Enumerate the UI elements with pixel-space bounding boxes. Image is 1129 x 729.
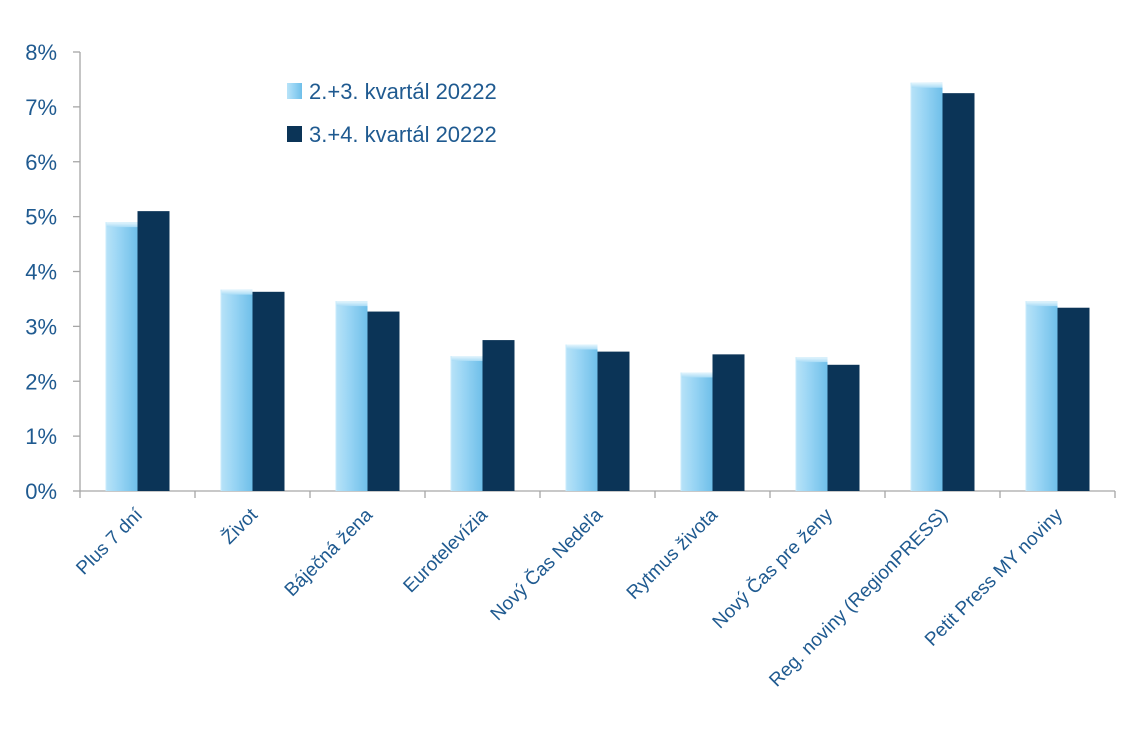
bar-series-1	[450, 356, 483, 491]
x-category-label: Báječná žena	[281, 504, 378, 601]
bar-series-2	[482, 340, 515, 491]
x-category-label: Eurotelevízia	[400, 504, 493, 597]
y-tick-label: 8%	[25, 40, 57, 65]
x-category-label: Rytmus života	[623, 504, 723, 604]
bar-series-2	[252, 291, 285, 491]
bar-series-1	[910, 82, 943, 491]
y-tick-label: 0%	[25, 479, 57, 504]
bar-series-1	[105, 222, 138, 492]
bar-series-1	[680, 372, 713, 491]
x-category-label: Nový Čas Nedeľa	[486, 504, 607, 625]
bar-series-2	[367, 311, 400, 491]
y-tick-label: 7%	[25, 95, 57, 120]
legend-swatch-series-2	[287, 126, 302, 142]
bar-series-1	[220, 289, 253, 491]
x-category-label: Plus 7 dní	[72, 504, 147, 579]
x-category-label: Život	[217, 503, 262, 548]
bar-series-2	[1057, 307, 1090, 491]
bar-series-1	[795, 357, 828, 491]
y-tick-label: 2%	[25, 369, 57, 394]
y-tick-label: 5%	[25, 205, 57, 230]
bar-series-2	[137, 211, 170, 491]
legend: 2.+3. kvartál 20222 3.+4. kvartál 20222	[287, 79, 497, 147]
legend-label: 3.+4. kvartál 20222	[309, 122, 497, 147]
bar-series-1	[1025, 301, 1058, 491]
bar-series-2	[712, 354, 745, 491]
bar-series-2	[597, 351, 630, 491]
legend-label: 2.+3. kvartál 20222	[309, 79, 497, 104]
x-category-label: Nový Čas pre ženy	[708, 504, 837, 633]
legend-swatch-series-1	[287, 83, 302, 99]
y-tick-label: 1%	[25, 424, 57, 449]
y-tick-label: 3%	[25, 314, 57, 339]
y-tick-label: 4%	[25, 260, 57, 285]
bar-series-1	[335, 301, 368, 491]
y-tick-label: 6%	[25, 150, 57, 175]
bar-series-1	[565, 344, 598, 491]
bar-series-2	[942, 93, 975, 491]
bars	[105, 82, 1090, 492]
bar-series-2	[827, 364, 860, 491]
